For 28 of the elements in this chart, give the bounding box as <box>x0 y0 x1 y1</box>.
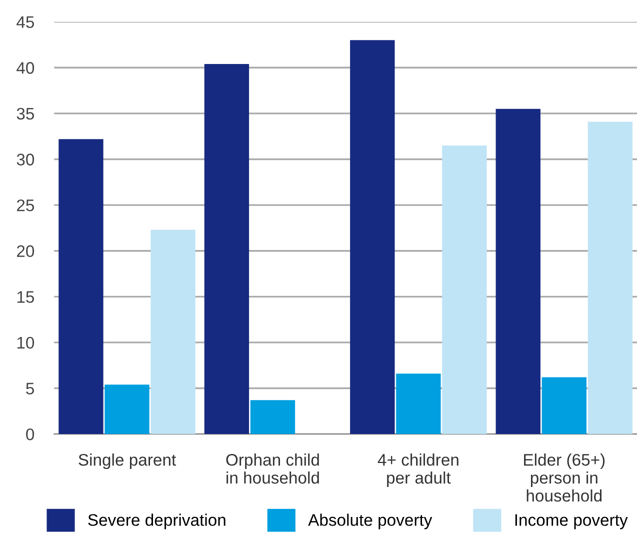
x-tick-label: Single parent <box>78 454 176 470</box>
y-tick-label: 35 <box>16 108 34 120</box>
y-tick-label: 10 <box>17 336 34 349</box>
bar <box>396 374 441 434</box>
bar <box>588 122 633 434</box>
bar <box>204 64 250 434</box>
y-tick-label: 0 <box>26 428 34 440</box>
legend-label: Income poverty <box>515 514 628 530</box>
y-tick-label: 45 <box>16 16 34 28</box>
y-tick-label: 30 <box>16 154 34 166</box>
bar <box>104 384 150 434</box>
bar <box>150 230 196 434</box>
x-tick-label: Elder (65+) person in household <box>524 454 605 502</box>
bar <box>442 146 487 434</box>
y-tick-label: 40 <box>16 62 34 74</box>
bar <box>350 40 395 434</box>
x-tick-label: Orphan child in household <box>226 454 319 484</box>
y-tick-label: 20 <box>17 245 34 258</box>
x-tick-label: 4+ children per adult <box>378 454 458 488</box>
bar <box>58 139 104 434</box>
y-tick-label: 15 <box>17 291 34 303</box>
y-tick-label: 5 <box>26 382 34 394</box>
legend-label: Absolute poverty <box>308 514 432 530</box>
y-tick-label: 25 <box>17 199 34 212</box>
bar <box>250 400 296 434</box>
bar <box>542 377 586 434</box>
bar <box>496 108 540 434</box>
legend-label: Severe deprivation <box>88 514 226 530</box>
